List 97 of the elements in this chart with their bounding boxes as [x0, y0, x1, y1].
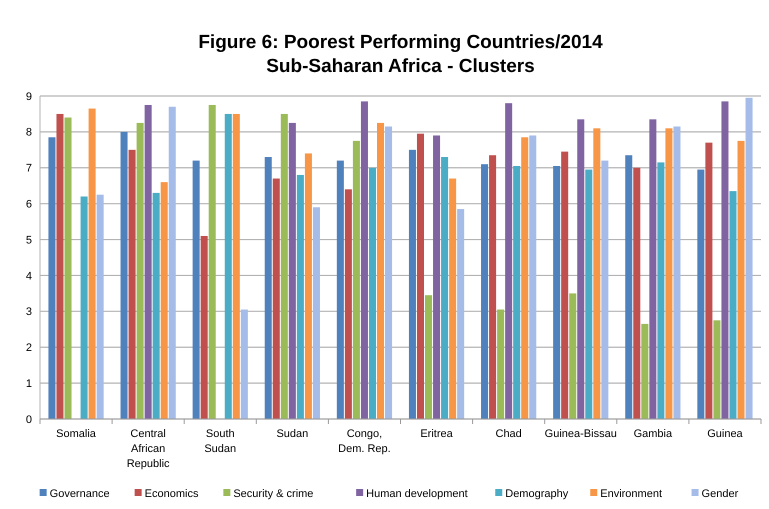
- bar: [729, 191, 736, 419]
- x-tick-label: Somalia: [56, 428, 97, 440]
- bar: [553, 166, 560, 419]
- bar: [168, 106, 176, 419]
- bar: [513, 166, 520, 419]
- bar: [721, 101, 728, 419]
- bar: [192, 160, 200, 419]
- legend-label: Security & crime: [233, 488, 314, 500]
- chart-title: Figure 6: Poorest Performing Countries/2014: [198, 32, 604, 53]
- x-tick-label: Guinea: [707, 428, 744, 440]
- bar: [272, 178, 280, 419]
- bar: [408, 150, 416, 419]
- y-tick-label: 7: [26, 162, 32, 175]
- bar: [368, 168, 376, 419]
- x-tick-label: Chad: [496, 428, 522, 440]
- y-tick-label: 4: [26, 270, 32, 282]
- bar: [80, 196, 88, 419]
- bar: [569, 293, 576, 419]
- bar: [657, 162, 664, 419]
- bar: [625, 155, 632, 419]
- bar: [200, 236, 208, 419]
- bar: [577, 119, 584, 419]
- bar: [377, 122, 384, 419]
- bar: [746, 98, 753, 419]
- bar: [738, 140, 745, 419]
- y-tick-label: 1: [26, 378, 32, 390]
- bar: [232, 114, 240, 419]
- bar: [88, 108, 96, 419]
- x-tick-label: Central African Republic: [126, 428, 170, 470]
- bar: [344, 189, 352, 419]
- bar: [144, 104, 152, 419]
- y-tick-label: 3: [26, 306, 32, 318]
- bar: [561, 152, 568, 419]
- bar: [224, 114, 232, 419]
- x-tick-label: Sudan: [276, 428, 308, 440]
- bar: [264, 157, 272, 419]
- chart-subtitle: Sub-Saharan Africa - Clusters: [266, 56, 535, 77]
- legend-label: Demography: [505, 488, 569, 500]
- bar: [336, 160, 344, 419]
- bar: [481, 164, 488, 419]
- bar: [96, 194, 104, 419]
- bar: [296, 174, 304, 419]
- bar: [385, 126, 392, 419]
- bar: [665, 128, 672, 419]
- bar: [425, 295, 432, 419]
- bar: [529, 135, 536, 419]
- y-tick-label: 8: [26, 126, 32, 139]
- bar: [705, 142, 712, 419]
- bar: [240, 310, 248, 419]
- bar: [208, 104, 216, 419]
- legend-label: Economics: [144, 488, 199, 500]
- bar: [416, 134, 424, 419]
- bar: [449, 178, 456, 419]
- bar: [312, 207, 320, 419]
- bar: [352, 140, 360, 419]
- bar: [56, 114, 64, 419]
- bar: [360, 101, 368, 419]
- bar: [288, 122, 296, 419]
- y-tick-label: 9: [26, 90, 32, 103]
- x-tick-label: South Sudan: [204, 428, 236, 455]
- bar: [136, 122, 144, 419]
- bar: [497, 310, 504, 419]
- y-tick-label: 6: [26, 198, 32, 211]
- bar: [593, 128, 600, 419]
- bar: [601, 160, 608, 419]
- bar: [64, 118, 72, 419]
- bar: [633, 168, 640, 419]
- y-tick-label: 2: [26, 342, 32, 354]
- y-tick-label: 0: [26, 414, 32, 426]
- legend-label: Gender: [702, 488, 739, 500]
- legend-label: Human development: [366, 488, 468, 500]
- bar: [152, 192, 160, 419]
- bar: [48, 137, 56, 419]
- bar: [673, 126, 680, 419]
- bar: [649, 119, 656, 419]
- x-tick-label: Congo, Dem. Rep.: [338, 428, 391, 455]
- bar: [641, 324, 648, 419]
- bar: [585, 170, 592, 419]
- bar: [489, 155, 496, 419]
- y-tick-label: 5: [26, 234, 32, 246]
- x-tick-label: Gambia: [634, 428, 673, 440]
- bar: [128, 150, 136, 419]
- bar: [160, 182, 168, 419]
- bar: [304, 153, 312, 419]
- bar: [713, 320, 720, 419]
- bar: [433, 135, 440, 419]
- bar: [280, 114, 288, 419]
- x-tick-label: Eritrea: [420, 428, 454, 440]
- legend-label: Governance: [50, 488, 110, 500]
- bar: [697, 170, 704, 419]
- bar: [120, 132, 128, 419]
- bar: [505, 103, 512, 419]
- bar: [521, 137, 528, 419]
- bar: [457, 209, 464, 419]
- bar: [441, 157, 448, 419]
- legend-label: Environment: [600, 488, 662, 500]
- x-tick-label: Guinea-Bissau: [544, 428, 617, 440]
